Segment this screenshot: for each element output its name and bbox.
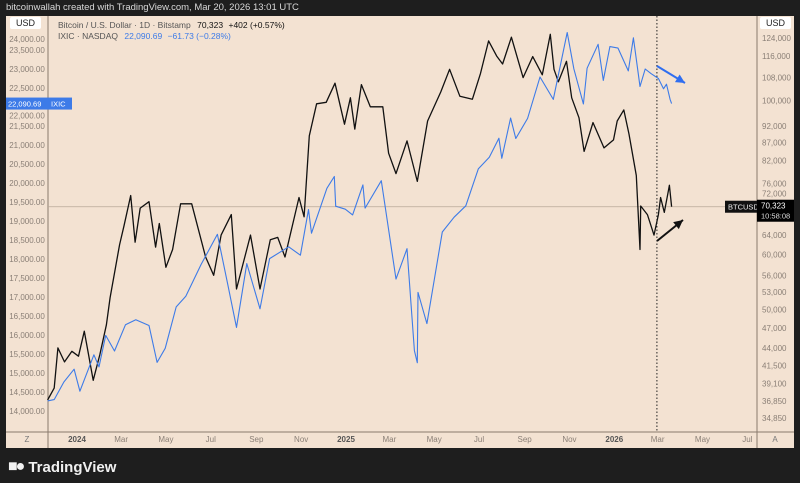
time-axis-tick: Jul [206,435,216,444]
chart-frame[interactable]: 14,000.00 14,500.00 15,000.00 15,500.00 16,0… [6,16,794,448]
left-axis-tick: 20,000.00 [9,179,45,188]
left-axis-tick: 17,500.00 [9,274,45,283]
right-scale-toggle[interactable]: A [772,435,778,444]
right-axis-tick: 34,850 [762,414,787,423]
left-axis-tick: 14,000.00 [9,407,45,416]
left-axis-tick: 21,000.00 [9,141,45,150]
tradingview-logo[interactable]: ■● TradingView [8,458,116,476]
legend-btc[interactable]: Bitcoin / U.S. Dollar · 1D · Bitstamp 70… [58,20,285,30]
right-axis-tick: 39,100 [762,379,787,388]
right-axis-tick: 56,000 [762,271,787,280]
left-axis-tick: 23,500.00 [9,46,45,55]
left-axis-tick: 22,500.00 [9,84,45,93]
left-axis-tick: 18,000.00 [9,255,45,264]
legend-btc-value: 70,323 [197,20,224,30]
brand-name: TradingView [28,458,117,476]
left-axis-tick: 16,000.00 [9,331,45,340]
left-axis-tick: 17,000.00 [9,293,45,302]
time-axis-tick: May [427,435,442,444]
time-axis-tick: Sep [517,435,532,444]
left-axis-tick: 15,500.00 [9,350,45,359]
time-axis-tick: May [695,435,710,444]
time-axis-tick: Nov [294,435,308,444]
time-axis-tick: 2024 [68,435,86,444]
chart-svg[interactable]: 14,000.00 14,500.00 15,000.00 15,500.00 16,0… [6,16,794,448]
legend-btc-label: Bitcoin / U.S. Dollar · 1D · Bitstamp [58,20,191,30]
footer: ■● TradingView [0,448,800,483]
time-axis-tick: Mar [651,435,665,444]
right-axis-tick: 82,000 [762,156,787,165]
btc-countdown: 10:58:08 [761,212,790,221]
btc-price-tag-value: 70,323 [761,202,786,211]
left-axis-tick: 19,500.00 [9,198,45,207]
right-axis-tick: 36,850 [762,397,787,406]
time-axis-tick: May [158,435,173,444]
time-axis-tick: Mar [114,435,128,444]
right-axis-tick: 44,000 [762,344,787,353]
right-axis-tick: 47,000 [762,324,787,333]
ixic-down-arrow-head [674,74,685,83]
series-line-ixic [47,31,673,402]
left-axis-tick: 23,000.00 [9,65,45,74]
right-axis-tick: 87,000 [762,139,787,148]
legend-ixic-label: IXIC · NASDAQ [58,31,118,41]
left-axis-tick: 20,500.00 [9,160,45,169]
series-line-btcusd [47,33,673,401]
tradingview-logo-icon: ■● [8,458,25,475]
legend-ixic[interactable]: IXIC · NASDAQ 22,090.69 −61.73 (−0.28%) [58,31,231,41]
right-axis-tick: 116,000 [762,52,791,61]
right-axis-tick: 100,000 [762,97,791,106]
btc-name-tag [725,200,757,213]
right-axis-tick: 41,500 [762,361,787,370]
btc-up-arrow-head [673,220,683,230]
ixic-name-tag [48,97,72,110]
right-axis-tick: 124,000 [762,34,791,43]
ixic-name-tag-label: IXIC [51,100,66,109]
right-axis-tick: 53,000 [762,288,787,297]
ixic-price-tag [6,97,48,110]
time-axis-tick: Jul [474,435,484,444]
time-axis-tick: Nov [562,435,576,444]
btc-price-tag [757,199,794,222]
left-axis-tick: 22,000.00 [9,112,45,121]
btc-name-tag-label: BTCUSD [728,203,759,212]
legend-ixic-value: 22,090.69 [124,31,163,41]
right-axis-tick: 72,000 [762,190,787,199]
left-axis-tick: 24,000.00 [9,35,45,44]
left-axis-tick: 18,500.00 [9,236,45,245]
right-axis-tick: 64,000 [762,231,787,240]
right-axis-tick: 76,000 [762,179,787,188]
time-axis-tick: Sep [249,435,264,444]
time-axis-tick: 2026 [605,435,623,444]
right-axis-tick: 92,000 [762,122,787,131]
left-axis-tick: 14,500.00 [9,388,45,397]
legend-ixic-change: −61.73 (−0.28%) [167,31,231,41]
legend-btc-change: +402 (+0.57%) [228,20,285,30]
right-axis-tick: 50,000 [762,305,787,314]
left-axis-tick: 19,000.00 [9,217,45,226]
left-currency-button[interactable]: USD [10,17,42,29]
time-axis-tick: Mar [382,435,396,444]
right-axis-tick: 60,000 [762,251,787,260]
right-axis-tick: 108,000 [762,74,791,83]
chart-credit: bitcoinwallah created with TradingView.c… [6,2,299,13]
right-currency-button[interactable]: USD [760,17,792,29]
time-axis-tick: 2025 [337,435,355,444]
left-axis-tick: 15,000.00 [9,369,45,378]
time-axis-tick: Jul [742,435,752,444]
left-axis-tick: 21,500.00 [9,122,45,131]
ixic-price-tag-value: 22,090.69 [8,100,41,109]
left-axis-tick: 16,500.00 [9,312,45,321]
left-scale-toggle[interactable]: Z [25,435,30,444]
